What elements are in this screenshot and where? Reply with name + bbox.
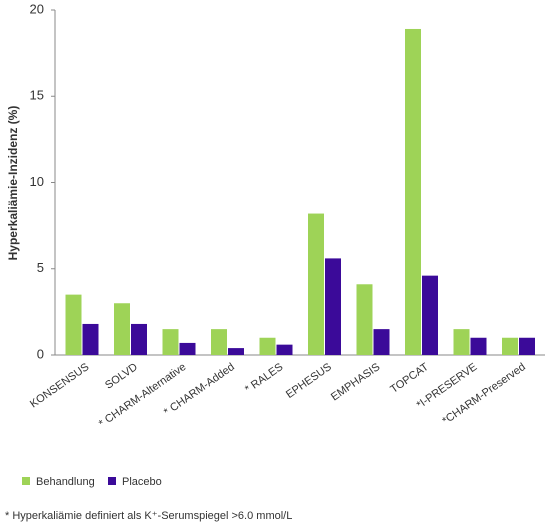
bar <box>65 294 82 355</box>
bar <box>131 323 147 355</box>
bar <box>82 323 99 355</box>
bar <box>422 275 438 355</box>
footnote: * Hyperkaliämie definiert als K⁺-Serumsp… <box>5 510 292 522</box>
y-tick-label: 10 <box>30 174 44 189</box>
x-tick-label: TOPCAT <box>388 361 431 396</box>
y-tick-label: 0 <box>37 346 44 361</box>
legend-label: Behandlung <box>36 476 95 488</box>
y-tick-label: 5 <box>37 260 44 275</box>
bar <box>373 329 390 355</box>
bar <box>228 348 244 355</box>
bar <box>211 329 227 355</box>
y-tick-label: 15 <box>30 88 44 103</box>
bar <box>162 329 179 355</box>
x-tick-label: SOLVD <box>103 361 140 392</box>
bar <box>405 28 421 355</box>
bar <box>179 342 196 355</box>
bar <box>114 303 130 355</box>
bar <box>519 337 535 355</box>
y-tick-label: 20 <box>30 1 44 16</box>
x-tick-label: * RALES <box>243 361 285 396</box>
legend-swatch <box>22 477 30 485</box>
y-axis-label: Hyperkaliämie-Inzidenz (%) <box>6 106 20 261</box>
x-tick-label: EMPHASIS <box>329 361 382 403</box>
x-tick-label: * CHARM-Alternative <box>97 361 189 430</box>
x-tick-label: EPHESUS <box>284 361 334 401</box>
x-tick-label: KONSENSUS <box>28 361 91 410</box>
bar <box>502 337 518 355</box>
bar <box>470 337 487 355</box>
legend-swatch <box>108 477 116 485</box>
bar <box>325 258 341 355</box>
bar <box>356 284 373 355</box>
legend-label: Placebo <box>122 476 162 488</box>
bar <box>276 344 293 355</box>
x-tick-label: *CHARM-Preserved <box>440 361 528 427</box>
bar <box>259 337 276 355</box>
bar <box>453 329 470 355</box>
bar <box>308 213 324 355</box>
